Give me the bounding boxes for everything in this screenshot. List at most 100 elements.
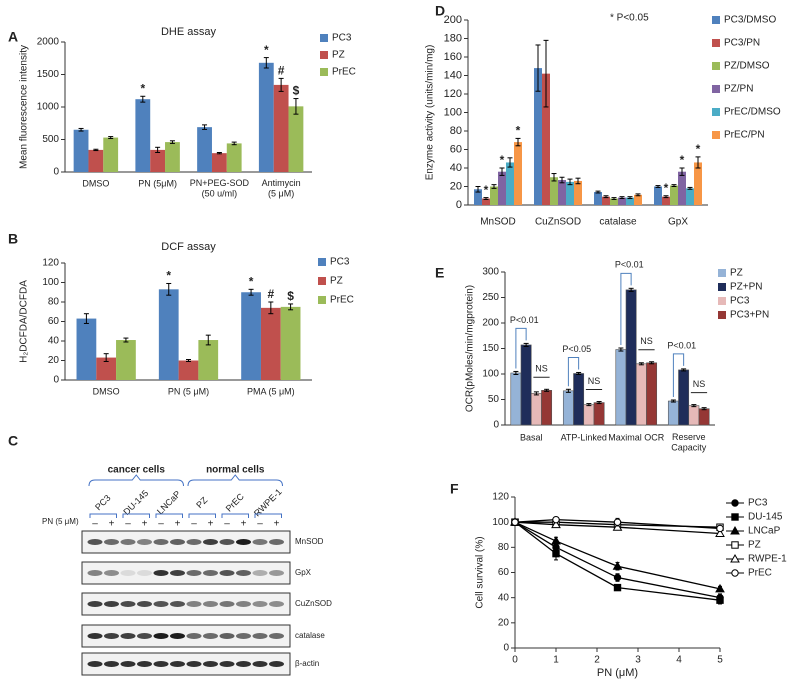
legend-label: PZ xyxy=(332,50,345,61)
legend-swatch xyxy=(712,62,720,70)
x-tick-label: 5 xyxy=(717,655,723,666)
significance-marker: $ xyxy=(293,84,300,98)
significance-bracket xyxy=(620,272,632,345)
blot-band xyxy=(219,570,235,576)
blot-band xyxy=(252,601,268,607)
bar xyxy=(541,390,553,426)
bar xyxy=(498,171,506,205)
blot-band xyxy=(87,539,103,545)
blot-band xyxy=(120,570,136,576)
bar xyxy=(688,405,700,426)
legend-swatch xyxy=(318,258,326,266)
treatment-sign: + xyxy=(274,519,280,530)
legend-label: PrEC/PN xyxy=(724,130,765,141)
bar xyxy=(686,188,694,205)
y-tick-label: 1000 xyxy=(37,102,60,113)
bar xyxy=(618,197,626,205)
bar xyxy=(566,181,574,205)
y-tick-label: 20 xyxy=(450,180,462,192)
bar xyxy=(670,185,678,205)
x-tick-label: DMSO xyxy=(82,178,109,188)
y-tick-label: 100 xyxy=(482,369,499,380)
significance-marker: * xyxy=(264,43,269,57)
ns-label: NS xyxy=(588,376,601,386)
bar xyxy=(573,373,585,426)
legend-label: LNCaP xyxy=(748,526,781,537)
y-axis-label: Enzyme activity (units/min/mg) xyxy=(425,45,436,181)
y-tick-label: 80 xyxy=(48,297,60,308)
blot-band xyxy=(269,570,284,576)
series-line xyxy=(514,518,721,530)
legend-label: PrEC xyxy=(330,295,354,306)
blot-band xyxy=(170,661,185,667)
legend-label: RWPE-1 xyxy=(748,554,787,565)
legend-swatch xyxy=(712,108,720,116)
series-line xyxy=(514,521,721,590)
blot-frame xyxy=(81,561,291,585)
bar xyxy=(534,68,542,205)
legend-marker xyxy=(730,525,740,535)
significance-bracket xyxy=(672,353,685,398)
lane-bracket xyxy=(89,513,117,518)
series-line xyxy=(514,521,721,599)
blot-band xyxy=(219,661,235,667)
legend-label: PZ xyxy=(330,276,343,287)
panel-letter: E xyxy=(435,265,444,281)
lane-bracket xyxy=(221,513,249,518)
blot-band xyxy=(87,633,103,639)
blot-band xyxy=(186,539,202,545)
significance-marker: * xyxy=(166,269,171,283)
legend-swatch xyxy=(320,68,328,76)
blot-band xyxy=(137,570,152,576)
bar xyxy=(654,186,662,205)
significance-bracket xyxy=(515,327,527,369)
point xyxy=(715,528,725,537)
legend-label: PZ+PN xyxy=(730,282,763,293)
y-tick-label: 250 xyxy=(482,292,499,303)
significance-marker: # xyxy=(278,64,285,78)
bar xyxy=(198,340,219,380)
blot-band xyxy=(236,601,251,607)
bar xyxy=(88,149,104,172)
point xyxy=(552,549,560,558)
blot-frame xyxy=(81,592,291,616)
blot-band xyxy=(219,601,235,607)
y-tick-label: 140 xyxy=(444,69,462,81)
bar xyxy=(530,393,542,426)
significance-marker: * xyxy=(500,153,505,167)
point xyxy=(551,536,561,545)
cell-line-label: PZ xyxy=(194,495,210,511)
significance-marker: # xyxy=(267,287,274,301)
protein-label: β-actin xyxy=(295,659,319,668)
y-tick-label: 2000 xyxy=(37,37,60,48)
y-tick-label: 60 xyxy=(498,567,510,578)
cell-line-label: PC3 xyxy=(93,493,112,512)
legend-label: PC3 xyxy=(332,33,352,44)
blot-band xyxy=(269,633,284,639)
y-tick-label: 100 xyxy=(492,517,509,528)
blot-band xyxy=(87,570,103,576)
bar xyxy=(490,186,498,205)
legend-label: PC3/DMSO xyxy=(724,15,776,26)
protein-label: GpX xyxy=(295,568,312,577)
blot-band xyxy=(203,539,218,545)
blot-band xyxy=(186,570,202,576)
blot-band xyxy=(137,633,152,639)
annotation: * P<0.05 xyxy=(610,13,649,24)
blot-band xyxy=(186,661,202,667)
point xyxy=(613,573,622,582)
blot-band xyxy=(203,633,218,639)
legend-label: PrEC xyxy=(748,568,772,579)
significance-marker: * xyxy=(516,124,521,138)
panel-letter: D xyxy=(435,3,445,19)
bar xyxy=(562,390,574,426)
bar xyxy=(514,142,522,205)
x-tick-label: GpX xyxy=(668,217,688,228)
bar xyxy=(615,349,627,426)
bar xyxy=(550,177,558,205)
blot-band xyxy=(153,601,169,607)
blot-band xyxy=(203,601,218,607)
point xyxy=(716,596,724,604)
blot-band xyxy=(104,601,119,607)
